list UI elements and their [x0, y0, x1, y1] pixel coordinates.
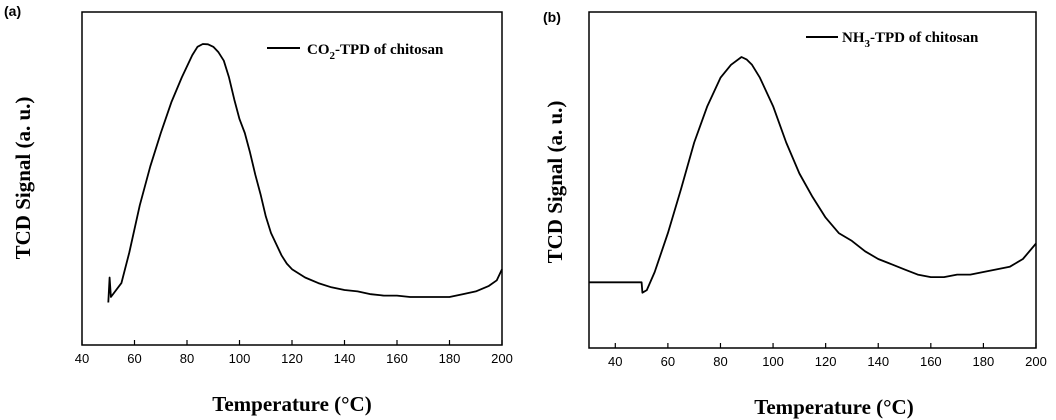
x-axis-a: 40 60 80 100 120 140 160 180 200 — [75, 340, 513, 366]
chart-b-svg: (b) 40 60 80 100 120 140 160 180 200 Temperature… — [543, 9, 1047, 419]
legend-b: NH3-TPD of chitosan — [806, 30, 979, 50]
series-line-co2-tpd — [107, 43, 503, 303]
legend-a: CO2-TPD of chitosan — [267, 42, 444, 62]
plot-frame-a — [81, 11, 503, 346]
x-tick-label-b: 120 — [815, 354, 837, 369]
panel-label-b: (b) — [543, 9, 561, 25]
y-axis-label-a: TCD Signal (a. u.) — [11, 97, 35, 260]
x-tick-label-b: 100 — [762, 354, 784, 369]
x-axis-label-a: Temperature (°C) — [212, 392, 371, 416]
x-axis-b: 40 60 80 100 120 140 160 180 200 — [608, 343, 1047, 369]
x-tick-label-a: 40 — [75, 351, 89, 366]
x-tick-label-a: 200 — [491, 351, 513, 366]
legend-label-a: CO2-TPD of chitosan — [307, 42, 444, 62]
x-tick-label-a: 60 — [127, 351, 141, 366]
x-tick-label-b: 200 — [1025, 354, 1047, 369]
legend-label-b: NH3-TPD of chitosan — [842, 30, 979, 50]
chart-panel-a: (a) 40 60 80 100 120 140 160 180 200 Temperature… — [4, 3, 513, 416]
legend-tail-a: -TPD of chitosan — [335, 42, 444, 58]
legend-main-b: NH — [842, 30, 865, 46]
x-tick-label-b: 180 — [973, 354, 995, 369]
x-tick-label-b: 160 — [920, 354, 942, 369]
x-tick-label-a: 160 — [386, 351, 408, 366]
x-tick-label-b: 80 — [713, 354, 727, 369]
legend-sub-a: 2 — [330, 50, 336, 62]
x-tick-label-b: 40 — [608, 354, 622, 369]
x-tick-label-b: 140 — [867, 354, 889, 369]
legend-main-a: CO — [307, 42, 330, 58]
panel-label-a: (a) — [4, 3, 21, 19]
x-tick-label-a: 120 — [281, 351, 303, 366]
x-tick-label-a: 140 — [334, 351, 356, 366]
chart-a-svg: (a) 40 60 80 100 120 140 160 180 200 Temperature… — [4, 3, 513, 416]
plot-frame-b — [588, 11, 1037, 349]
x-tick-label-a: 180 — [439, 351, 461, 366]
x-tick-label-a: 100 — [229, 351, 251, 366]
series-line-nh3-tpd — [589, 56, 1037, 294]
x-tick-label-b: 60 — [661, 354, 675, 369]
legend-tail-b: -TPD of chitosan — [870, 30, 979, 46]
legend-sub-b: 3 — [865, 38, 871, 50]
chart-panel-b: (b) 40 60 80 100 120 140 160 180 200 Temperature… — [528, 0, 1056, 420]
y-axis-label-b: TCD Signal (a. u.) — [543, 101, 567, 264]
x-axis-label-b: Temperature (°C) — [754, 395, 913, 419]
x-tick-label-a: 80 — [180, 351, 194, 366]
